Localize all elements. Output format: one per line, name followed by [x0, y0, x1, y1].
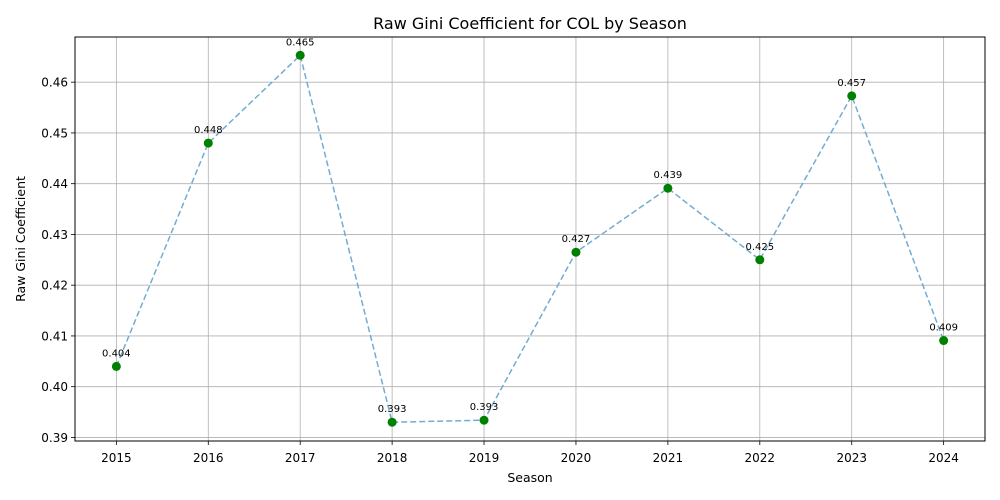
x-tick-label: 2019 — [469, 451, 500, 465]
y-axis-ticks: 0.39 0.40 0.41 0.42 0.43 0.44 0.45 0.46 — [41, 76, 75, 445]
data-label: 0.427 — [562, 234, 591, 245]
x-axis-ticks: 2015 2016 2017 2018 2019 2020 2021 2022 2023 2024 — [101, 441, 959, 465]
x-tick-label: 2017 — [285, 451, 316, 465]
y-tick-label: 0.43 — [41, 228, 68, 242]
data-point — [111, 361, 121, 371]
data-label: 0.465 — [286, 37, 315, 48]
data-label: 0.404 — [102, 348, 131, 359]
data-point — [755, 255, 765, 265]
data-point — [663, 183, 673, 193]
x-tick-label: 2021 — [653, 451, 684, 465]
data-point — [203, 138, 213, 148]
data-label: 0.409 — [929, 323, 958, 334]
y-tick-label: 0.40 — [41, 380, 68, 394]
y-tick-label: 0.44 — [41, 177, 68, 191]
data-points — [111, 50, 949, 427]
x-axis-title: Season — [507, 470, 552, 485]
grid-lines — [75, 37, 985, 441]
x-tick-label: 2018 — [377, 451, 408, 465]
data-label: 0.448 — [194, 125, 223, 136]
data-point — [387, 417, 397, 427]
data-label: 0.393 — [470, 402, 499, 413]
data-label: 0.393 — [378, 404, 407, 415]
y-tick-label: 0.42 — [41, 279, 68, 293]
y-tick-label: 0.45 — [41, 126, 68, 140]
y-tick-label: 0.39 — [41, 431, 68, 445]
data-point — [939, 336, 949, 346]
data-point — [847, 91, 857, 101]
data-point — [479, 415, 489, 425]
x-tick-label: 2015 — [101, 451, 132, 465]
y-axis-title: Raw Gini Coefficient — [13, 176, 28, 302]
data-point — [571, 247, 581, 257]
data-label: 0.439 — [654, 170, 683, 181]
data-label: 0.457 — [837, 78, 866, 89]
x-tick-label: 2020 — [561, 451, 592, 465]
y-tick-label: 0.46 — [41, 76, 68, 90]
x-tick-label: 2024 — [928, 451, 959, 465]
data-point — [295, 50, 305, 60]
data-labels: 0.404 0.448 0.465 0.393 0.393 0.427 0.439 0.425… — [102, 37, 958, 415]
x-tick-label: 2016 — [193, 451, 224, 465]
series-line — [115, 53, 945, 423]
x-tick-label: 2023 — [836, 451, 867, 465]
y-tick-label: 0.41 — [41, 329, 68, 343]
chart-title: Raw Gini Coefficient for COL by Season — [373, 14, 687, 33]
plot-frame — [74, 36, 986, 442]
x-tick-label: 2022 — [745, 451, 776, 465]
data-label: 0.425 — [745, 242, 774, 253]
